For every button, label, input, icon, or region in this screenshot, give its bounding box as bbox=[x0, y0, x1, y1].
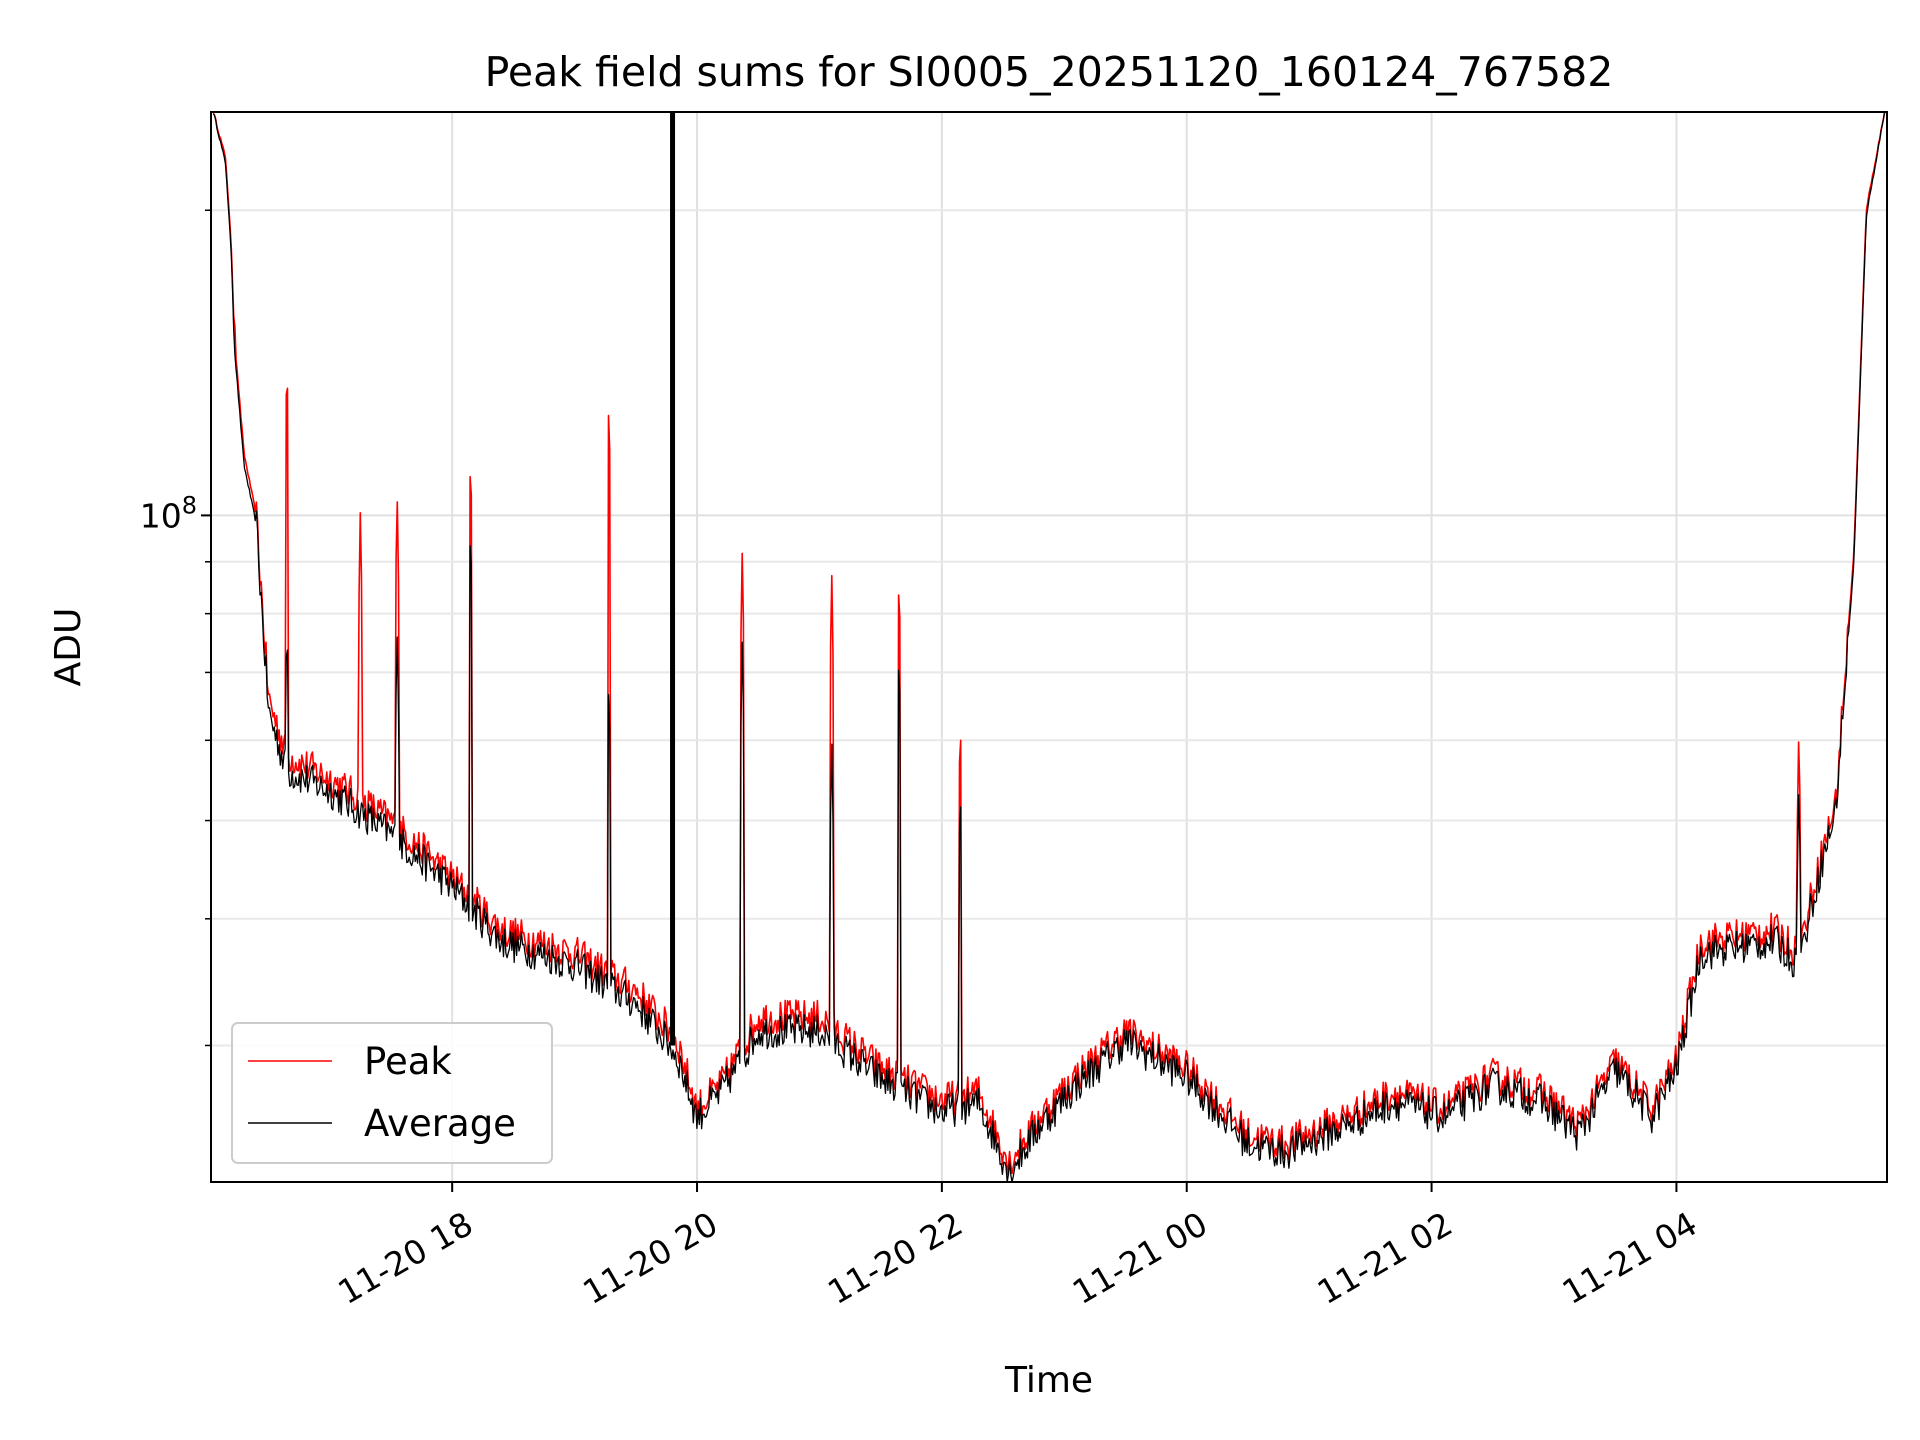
legend: Peak Average bbox=[231, 1022, 553, 1164]
y-axis-ticks: 108 bbox=[140, 209, 211, 1047]
series-line-average bbox=[212, 111, 1886, 1183]
series-layer bbox=[212, 111, 1886, 1183]
y-axis-label: ADU bbox=[48, 608, 89, 687]
legend-label-average: Average bbox=[364, 1102, 516, 1145]
y-tick-label: 108 bbox=[140, 491, 197, 535]
plot-frame bbox=[210, 111, 1888, 1183]
series-line-peak bbox=[212, 111, 1886, 1175]
chart-title: Peak field sums for SI0005_20251120_1601… bbox=[485, 48, 1614, 96]
x-axis-label: Time bbox=[1004, 1360, 1093, 1401]
legend-box bbox=[231, 1022, 553, 1164]
legend-label-peak: Peak bbox=[364, 1040, 452, 1083]
